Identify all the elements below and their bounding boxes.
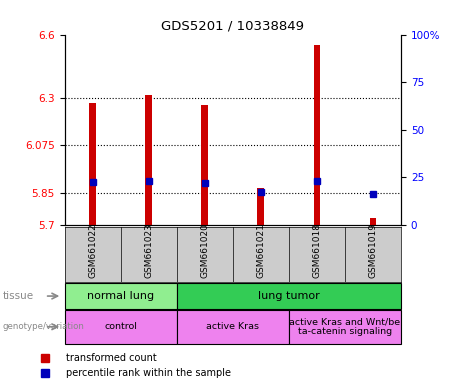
Bar: [65, 283, 177, 309]
Bar: [370, 218, 376, 225]
Bar: [89, 103, 96, 225]
Title: GDS5201 / 10338849: GDS5201 / 10338849: [161, 19, 304, 32]
Bar: [65, 310, 177, 344]
Text: lung tumor: lung tumor: [258, 291, 320, 301]
Text: GSM661019: GSM661019: [368, 223, 378, 278]
Text: control: control: [104, 322, 137, 331]
Text: GSM661018: GSM661018: [313, 223, 321, 278]
Bar: [145, 95, 152, 225]
Text: GSM661022: GSM661022: [88, 223, 97, 278]
Text: transformed count: transformed count: [66, 353, 157, 363]
Text: GSM661023: GSM661023: [144, 223, 153, 278]
Text: normal lung: normal lung: [87, 291, 154, 301]
Text: genotype/variation: genotype/variation: [2, 322, 84, 331]
Text: active Kras and Wnt/be
ta-catenin signaling: active Kras and Wnt/be ta-catenin signal…: [290, 317, 401, 336]
Bar: [177, 283, 401, 309]
Text: active Kras: active Kras: [207, 322, 259, 331]
Text: GSM661020: GSM661020: [200, 223, 209, 278]
Text: GSM661021: GSM661021: [256, 223, 266, 278]
Bar: [177, 310, 289, 344]
Text: tissue: tissue: [2, 291, 34, 301]
Text: percentile rank within the sample: percentile rank within the sample: [66, 368, 231, 378]
Bar: [289, 310, 401, 344]
Bar: [201, 105, 208, 225]
Bar: [258, 188, 264, 225]
Bar: [313, 45, 320, 225]
